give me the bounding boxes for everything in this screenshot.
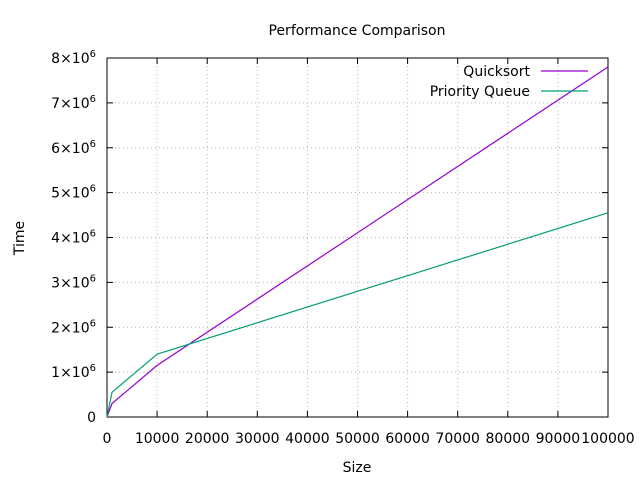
chart-title: Performance Comparison <box>269 23 446 39</box>
x-tick-label: 70000 <box>435 431 480 447</box>
legend-label: Priority Queue <box>430 84 530 100</box>
plot-frame <box>106 57 609 418</box>
axis-ticks: 0 1×106 2×106 3×106 4×106 5×106 6×106 7×106 8×10… <box>51 49 635 447</box>
series-lines <box>106 66 609 418</box>
x-axis-label: Size <box>343 460 372 476</box>
x-tick-label: 0 <box>103 431 112 447</box>
y-tick-label: 7×106 <box>51 94 96 112</box>
x-tick-label: 100000 <box>581 431 634 447</box>
y-axis-label: Time <box>12 221 28 256</box>
y-tick-label: 1×106 <box>51 363 96 381</box>
y-tick-label: 0 <box>87 410 96 426</box>
x-tick-label: 20000 <box>185 431 230 447</box>
y-tick-label: 3×106 <box>51 273 96 291</box>
y-tick-label: 2×106 <box>51 318 96 336</box>
y-tick-label: 4×106 <box>51 229 96 247</box>
legend-label: Quicksort <box>463 64 530 80</box>
legend: Quicksort Priority Queue <box>430 64 588 100</box>
x-tick-label: 30000 <box>235 431 280 447</box>
y-tick-label: 5×106 <box>51 184 96 202</box>
y-tick-label: 6×106 <box>51 139 96 157</box>
x-tick-label: 60000 <box>385 431 430 447</box>
x-tick-label: 90000 <box>536 431 581 447</box>
y-tick-label: 8×106 <box>51 49 96 67</box>
x-tick-label: 40000 <box>285 431 330 447</box>
x-tick-label: 80000 <box>486 431 531 447</box>
x-tick-label: 10000 <box>135 431 180 447</box>
x-tick-label: 50000 <box>335 431 380 447</box>
grid-lines <box>107 58 608 417</box>
series-line-quicksort <box>106 66 609 418</box>
series-line-priority-queue <box>106 212 609 418</box>
